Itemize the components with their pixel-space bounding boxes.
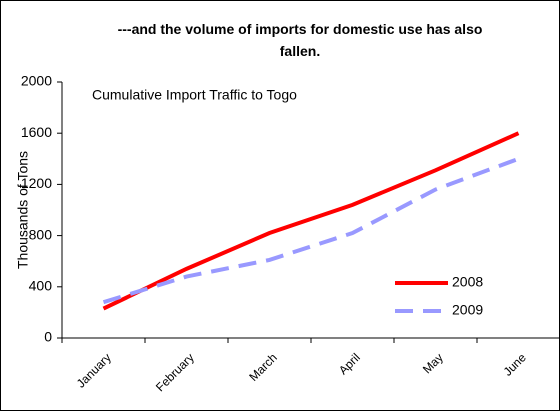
line-series [102,156,520,305]
y-axis-label: Thousands of Tons [15,151,31,269]
chart-title: ---and the volume of imports for domesti… [118,21,483,59]
y-tick-label: 1200 [21,175,52,191]
legend-label: 2009 [452,302,483,318]
line-series [102,131,520,311]
y-tick-label: 2000 [21,73,52,89]
y-tick-label: 1600 [21,124,52,140]
legend-label: 2008 [452,274,483,290]
y-tick-label: 400 [29,278,53,294]
chart-subtitle: Cumulative Import Traffic to Togo [92,87,297,103]
y-tick-label: 0 [44,329,52,345]
y-tick-label: 800 [29,226,53,242]
